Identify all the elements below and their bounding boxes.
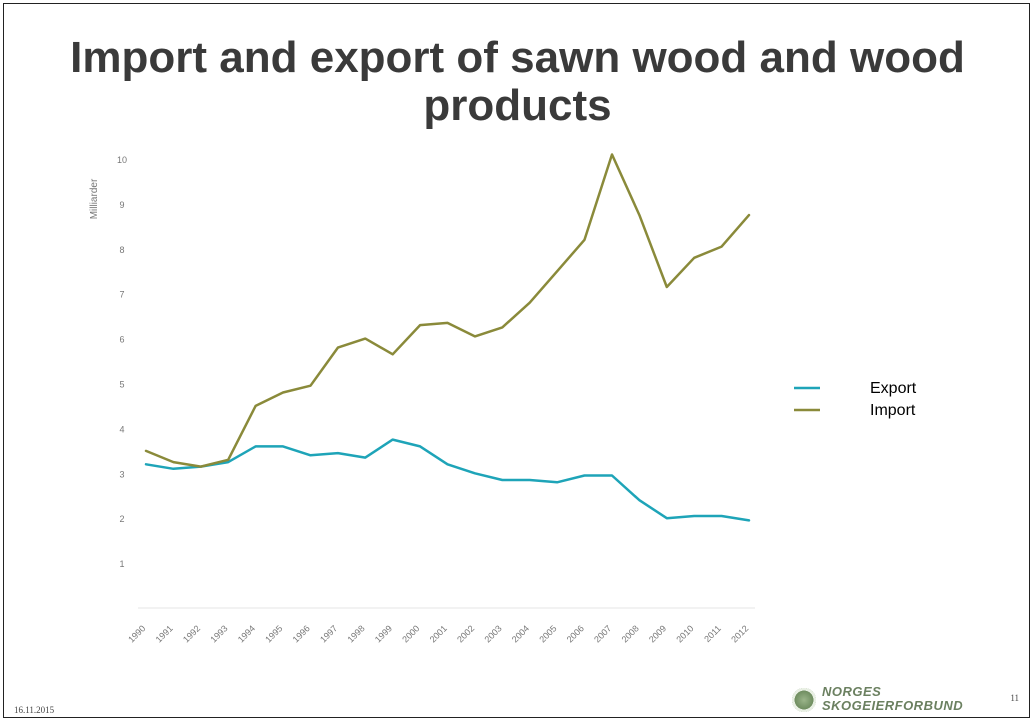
- y-tick-label: 8: [119, 245, 124, 255]
- legend-label-export: Export: [870, 380, 917, 397]
- x-tick-label: 1993: [208, 623, 229, 644]
- x-tick-label: 1991: [154, 623, 175, 644]
- norges-skogeierforbund-logo: NORGES SKOGEIERFORBUND: [792, 684, 982, 714]
- y-tick-label: 10: [117, 155, 127, 165]
- x-tick-label: 1994: [236, 623, 257, 644]
- y-tick-label: 5: [119, 380, 124, 390]
- x-tick-label: 2012: [729, 623, 750, 644]
- x-tick-label: 2003: [482, 623, 503, 644]
- x-tick-label: 2005: [537, 623, 558, 644]
- page-number: 11: [1010, 693, 1019, 703]
- x-tick-label: 2006: [565, 623, 586, 644]
- x-tick-label: 1990: [126, 623, 147, 644]
- slide: Import and export of sawn wood and wood …: [3, 3, 1030, 718]
- x-tick-label: 1998: [345, 623, 366, 644]
- legend-label-import: Import: [870, 402, 916, 419]
- slide-title: Import and export of sawn wood and wood …: [70, 33, 965, 130]
- logo-text-line1: NORGES: [822, 684, 882, 699]
- y-tick-label: 6: [119, 335, 124, 345]
- y-tick-label: 7: [119, 290, 124, 300]
- x-tick-label: 2008: [620, 623, 641, 644]
- x-tick-label: 1997: [318, 623, 339, 644]
- x-tick-label: 2004: [510, 623, 531, 644]
- forest-emblem-icon: [792, 688, 816, 712]
- y-tick-label: 2: [119, 514, 124, 524]
- series-line-import: [144, 153, 751, 468]
- x-tick-label: 1992: [181, 623, 202, 644]
- x-tick-label: 1995: [263, 623, 284, 644]
- y-tick-label: 1: [119, 559, 124, 569]
- y-tick-label: 3: [119, 469, 124, 479]
- x-tick-label: 2007: [592, 623, 613, 644]
- y-axis-label: Milliarder: [89, 178, 100, 219]
- footer-date: 16.11.2015: [14, 705, 55, 715]
- line-chart: 1 2 3 4 5 6 7 8 9 10 Milliarder 1990 1991 1992 1993 199…: [89, 153, 917, 645]
- x-tick-label: 2002: [455, 623, 476, 644]
- y-tick-label: 4: [119, 424, 124, 434]
- series-line-export: [144, 438, 751, 522]
- x-tick-label: 1999: [373, 623, 394, 644]
- x-tick-label: 1996: [291, 623, 312, 644]
- x-tick-label: 2009: [647, 623, 668, 644]
- y-tick-label: 9: [119, 200, 124, 210]
- x-tick-label: 2011: [702, 623, 723, 644]
- x-tick-label: 2001: [428, 623, 449, 644]
- x-tick-label: 2010: [674, 623, 695, 644]
- x-tick-label: 2000: [400, 623, 421, 644]
- logo-text-line2: SKOGEIERFORBUND: [822, 698, 964, 713]
